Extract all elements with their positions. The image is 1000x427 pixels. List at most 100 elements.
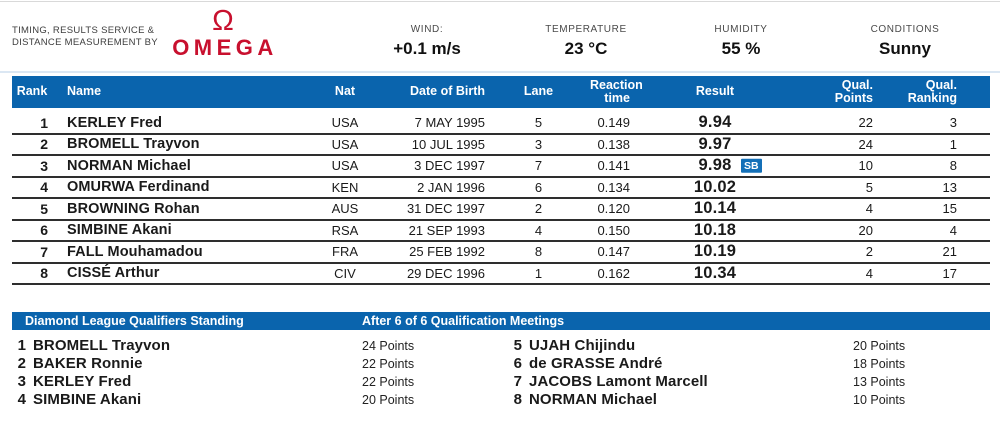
- lane-cell: 8: [534, 244, 543, 260]
- qual-points-cell: 5: [865, 179, 873, 195]
- conditions-value: Sunny: [879, 39, 931, 58]
- table-row: 2 BROMELL Trayvon USA 10 JUL 1995 3 0.13…: [12, 135, 990, 156]
- lane-cell: 2: [534, 201, 543, 217]
- standing-points: 13 Points: [853, 375, 906, 389]
- result-value: 10.18: [693, 220, 737, 239]
- reaction-time-cell: 0.134: [590, 180, 655, 195]
- athlete-name-cell: SIMBINE Akani: [67, 222, 172, 239]
- result-value: 10.14: [693, 199, 737, 218]
- reaction-time-value: 0.150: [597, 222, 630, 238]
- standing-points: 18 Points: [853, 357, 906, 371]
- col-header-reaction-text: Reaction time: [590, 78, 655, 106]
- col-header-qual-points-line2: Points: [834, 91, 873, 105]
- standing-rank: 3: [17, 373, 26, 390]
- nationality-cell: FRA: [332, 244, 358, 260]
- result-value: 9.94: [698, 113, 732, 132]
- col-header-rank: Rank: [16, 84, 48, 99]
- wind-value: +0.1 m/s: [393, 39, 461, 58]
- wind-label: WIND:: [410, 24, 444, 35]
- qual-points-cell: 20: [858, 222, 873, 238]
- standing-points: 24 Points: [362, 339, 415, 353]
- standing-name: SIMBINE Akani: [33, 391, 142, 408]
- date-of-birth-cell: 25 FEB 1992: [409, 244, 485, 260]
- qual-points-cell: 2: [865, 244, 873, 260]
- athlete-name-cell: BROWNING Rohan: [67, 200, 200, 217]
- reaction-time-value: 0.138: [597, 136, 630, 152]
- standing-name: KERLEY Fred: [33, 373, 132, 390]
- nationality-cell: USA: [331, 158, 359, 174]
- result-cell: 10.34: [655, 264, 775, 283]
- col-header-qual-points-line1: Qual.: [841, 77, 873, 92]
- standing-rank: 7: [513, 373, 522, 390]
- standing-list-left: 1 BROMELL Trayvon 24 Points 2 BAKER Ronn…: [12, 337, 414, 409]
- col-header-qual-ranking-line2: Ranking: [907, 91, 957, 105]
- athlete-name-cell: FALL Mouhamadou: [67, 243, 203, 260]
- result-value: 10.19: [693, 242, 737, 261]
- qual-ranking-cell: 4: [949, 222, 957, 238]
- col-header-qual-points: Qual. Points: [775, 77, 885, 106]
- col-header-lane: Lane: [523, 84, 554, 99]
- table-row: 1 KERLEY Fred USA 7 MAY 1995 5 0.149 9.9…: [12, 113, 990, 135]
- col-header-qual-ranking: Qual. Ranking: [885, 78, 990, 106]
- rank-cell: 1: [40, 114, 48, 131]
- omega-symbol-icon: Ω: [212, 5, 234, 37]
- reaction-time-cell: 0.150: [590, 223, 655, 238]
- qualifiers-standing-title: Diamond League Qualifiers Standing: [25, 314, 244, 328]
- result-cell: 10.18: [655, 221, 775, 240]
- wind-block: WIND: +0.1 m/s: [393, 24, 461, 59]
- athlete-name-cell: CISSÉ Arthur: [67, 265, 160, 282]
- conditions-block: CONDITIONS Sunny: [871, 24, 940, 59]
- rank-cell: 7: [40, 243, 48, 260]
- top-divider: [0, 1, 1000, 2]
- standing-list-right: 5 UJAH Chijindu 20 Points 6 de GRASSE An…: [505, 337, 905, 409]
- result-cell: 10.02: [655, 178, 775, 197]
- qual-ranking-cell: 17: [942, 265, 957, 281]
- header-divider: [0, 71, 1000, 73]
- reaction-time-cell: 0.162: [590, 266, 655, 281]
- reaction-time-value: 0.141: [597, 158, 630, 174]
- nationality-cell: CIV: [334, 265, 356, 281]
- col-header-name: Name: [67, 84, 102, 99]
- reaction-time-cell: 0.147: [590, 244, 655, 259]
- qual-ranking-cell: 1: [949, 136, 957, 152]
- omega-wordmark: OMEGA: [172, 35, 278, 60]
- standing-points: 22 Points: [362, 357, 415, 371]
- athlete-name-cell: KERLEY Fred: [67, 114, 163, 131]
- rank-cell: 6: [40, 222, 48, 239]
- lane-cell: 7: [534, 158, 543, 174]
- result-cell: 9.97: [655, 135, 775, 154]
- timing-service-line1: TIMING, RESULTS SERVICE &: [12, 25, 155, 36]
- nationality-cell: RSA: [331, 222, 359, 238]
- date-of-birth-cell: 10 JUL 1995: [411, 136, 485, 152]
- nationality-cell: KEN: [331, 179, 359, 195]
- date-of-birth-cell: 2 JAN 1996: [417, 179, 485, 195]
- table-row: 6 SIMBINE Akani RSA 21 SEP 1993 4 0.150 …: [12, 221, 990, 242]
- lane-cell: 1: [534, 265, 543, 281]
- temperature-value: 23 °C: [564, 39, 608, 58]
- standing-name: NORMAN Michael: [529, 391, 658, 408]
- table-row: 4 OMURWA Ferdinand KEN 2 JAN 1996 6 0.13…: [12, 178, 990, 199]
- table-row: 7 FALL Mouhamadou FRA 25 FEB 1992 8 0.14…: [12, 242, 990, 264]
- reaction-time-value: 0.134: [597, 179, 630, 195]
- standing-row: 2 BAKER Ronnie 22 Points: [12, 355, 414, 373]
- qual-ranking-cell: 21: [942, 244, 957, 260]
- result-cell: 10.14: [655, 199, 775, 218]
- result-value: 9.97: [698, 134, 732, 153]
- timing-service-text: TIMING, RESULTS SERVICE & DISTANCE MEASU…: [12, 25, 158, 48]
- qualifiers-standing-subtitle: After 6 of 6 Qualification Meetings: [362, 314, 565, 328]
- result-value: 9.98: [698, 156, 732, 175]
- results-table-header: Rank Name Nat Date of Birth Lane Reactio…: [12, 76, 990, 108]
- result-cell: 10.19: [655, 242, 775, 261]
- table-row: 5 BROWNING Rohan AUS 31 DEC 1997 2 0.120…: [12, 199, 990, 221]
- rank-cell: 5: [40, 200, 48, 217]
- standing-row: 3 KERLEY Fred 22 Points: [12, 373, 414, 391]
- standing-row: 6 de GRASSE André 18 Points: [505, 355, 905, 373]
- standing-points: 20 Points: [362, 393, 415, 407]
- result-cell: 9.94: [655, 113, 775, 132]
- standing-rank: 5: [513, 337, 522, 354]
- standing-name: UJAH Chijindu: [529, 337, 636, 354]
- omega-logo: Ω OMEGA: [158, 7, 288, 61]
- reaction-time-cell: 0.149: [590, 115, 655, 130]
- nationality-cell: USA: [331, 136, 359, 152]
